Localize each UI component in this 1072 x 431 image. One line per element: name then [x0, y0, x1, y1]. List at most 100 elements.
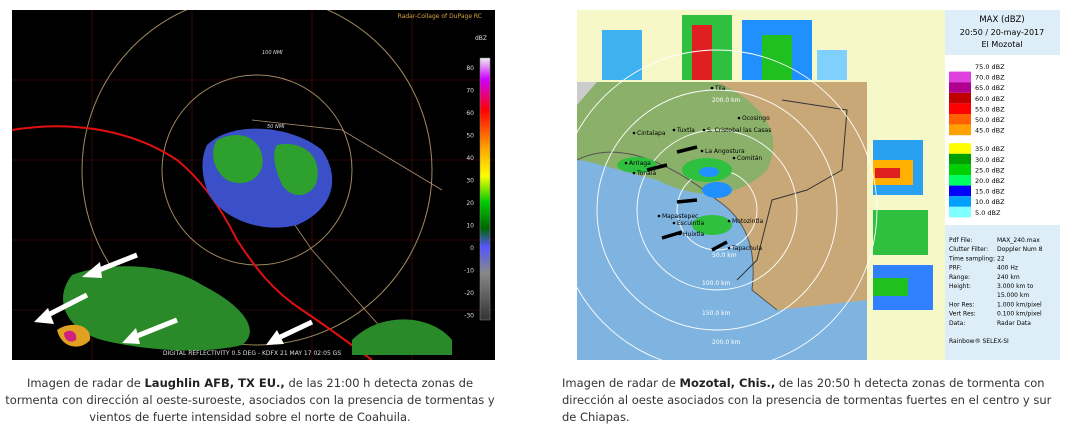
scale-tick: 0 — [470, 245, 474, 252]
scale-tick: 10 — [466, 223, 474, 230]
place-label: Tuxtla — [676, 127, 695, 134]
legend-title: MAX (dBZ) — [979, 15, 1024, 25]
legend-swatch — [949, 92, 971, 104]
info-value: 3.000 km to — [997, 283, 1034, 290]
range-label: 50 NMI — [267, 124, 285, 130]
legend-swatch — [949, 196, 971, 207]
place-label: Mapastepec — [662, 213, 698, 220]
legend-label: 50.0 dBZ — [975, 116, 1005, 124]
radar-image-right: MAX (dBZ) 20:50 / 20-may-2017 El Mozotal… — [577, 10, 1060, 360]
scale-tick: 60 — [466, 110, 474, 117]
info-value: Radar Data — [997, 320, 1031, 327]
scale-tick: 70 — [466, 88, 474, 95]
scale-tick: 50 — [466, 133, 474, 140]
place-dot — [700, 149, 704, 153]
legend-label: 25.0 dBZ — [975, 166, 1005, 174]
scale-tick: -20 — [464, 290, 474, 297]
range-label: 50.0 km — [712, 252, 737, 259]
range-label: 100 NMI — [262, 50, 283, 56]
legend-swatch — [949, 143, 971, 154]
place-dot — [632, 131, 636, 135]
place-dot — [727, 246, 731, 250]
legend-label: 10.0 dBZ — [975, 198, 1005, 206]
scale-tick: 20 — [466, 200, 474, 207]
info-value: MAX_240.max — [997, 237, 1040, 244]
legend-swatch — [949, 71, 971, 83]
info-key: Vert Res: — [949, 311, 976, 318]
range-label: 150.0 km — [702, 310, 731, 317]
legend-swatch — [949, 164, 971, 175]
info-key: PRF: — [949, 265, 962, 272]
info-value: 22 — [997, 255, 1005, 262]
info-key: Pdf File: — [949, 237, 973, 244]
place-label: Motozintla — [732, 218, 764, 225]
place-label: Cintalapa — [637, 130, 666, 137]
place-dot — [702, 128, 706, 132]
scale-tick: 80 — [466, 65, 474, 72]
place-dot — [710, 86, 714, 90]
scale-tick: -10 — [464, 268, 474, 275]
place-label: Tapachula — [731, 245, 762, 252]
scale-unit: dBZ — [475, 35, 487, 42]
info-value: 0.100 km/pixel — [997, 311, 1042, 318]
place-label: Arriaga — [629, 160, 651, 167]
footer: DIGITAL REFLECTIVITY 0.5 DEG - KDFX 21 M… — [163, 350, 341, 357]
datetime: 20:50 / 20-may-2017 — [960, 28, 1044, 37]
place-dot — [657, 214, 661, 218]
info-value: 15.000 km — [997, 292, 1029, 299]
range-label: 100.0 km — [702, 280, 731, 287]
caption-text: Imagen de radar de — [562, 376, 680, 390]
radar-image-left: dBZ Radar-Collage of DuPage RC DIGITAL R… — [12, 10, 495, 360]
legend-label: 20.0 dBZ — [975, 177, 1005, 185]
info-value: 400 Hz — [997, 265, 1018, 272]
place-dot — [624, 161, 628, 165]
legend-label: 35.0 dBZ — [975, 145, 1005, 153]
legend-label: 70.0 dBZ — [975, 74, 1005, 82]
place-label: Escuintla — [677, 220, 705, 227]
place-label: Ocosingo — [742, 115, 770, 122]
info-key: Data: — [949, 320, 965, 327]
info-key: Height: — [949, 283, 971, 290]
place-label: Tonalá — [636, 170, 656, 177]
caption-bold: Mozotal, Chis., — [679, 376, 776, 390]
legend-label: 15.0 dBZ — [975, 188, 1005, 196]
legend-label: 30.0 dBZ — [975, 156, 1005, 164]
place-label: Huixtla — [683, 231, 705, 238]
caption-bold: Laughlin AFB, TX EU., — [144, 376, 285, 390]
place-label: La Angostura — [705, 148, 745, 155]
place-label: Tila — [714, 85, 726, 92]
caption-left: Imagen de radar de Laughlin AFB, TX EU.,… — [4, 375, 496, 426]
caption-text: Imagen de radar de — [26, 376, 145, 390]
caption-text: de las 21:00 h detecta zonas de tormenta… — [5, 376, 495, 424]
place-dot — [672, 128, 676, 132]
place-dot — [678, 232, 682, 236]
legend-label: 75.0 dBZ — [975, 63, 1005, 71]
scale-tick: -30 — [464, 313, 474, 320]
caption-text: de las 20:50 h detecta zonas de tormenta… — [562, 376, 1052, 424]
range-label: 200.0 km — [712, 339, 741, 346]
legend-swatch — [949, 114, 971, 125]
info-key: Clutter Filter: — [949, 246, 988, 253]
legend-label: 60.0 dBZ — [975, 95, 1005, 103]
info-key: Hor Res: — [949, 301, 974, 308]
legend-swatch — [949, 124, 971, 136]
place-dot — [632, 171, 636, 175]
legend-swatch — [949, 82, 971, 93]
legend-label: 55.0 dBZ — [975, 105, 1005, 113]
legend-swatch — [949, 61, 971, 72]
place-label: S. Cristobal las Casas — [707, 127, 771, 134]
info-value: Doppler Num 8 — [997, 246, 1043, 253]
legend-label: 65.0 dBZ — [975, 84, 1005, 92]
place-label: Comitán — [737, 155, 762, 162]
legend-swatch — [949, 103, 971, 114]
info-key: Time sampling: — [948, 255, 995, 262]
place-dot — [732, 156, 736, 160]
scale-tick: 30 — [466, 178, 474, 185]
place-dot — [672, 221, 676, 225]
legend-swatch — [949, 175, 971, 186]
legend-swatch — [949, 206, 971, 218]
legend-label: 45.0 dBZ — [975, 127, 1005, 135]
credit: Radar-Collage of DuPage RC — [398, 13, 482, 20]
range-label: 200.0 km — [712, 97, 741, 104]
